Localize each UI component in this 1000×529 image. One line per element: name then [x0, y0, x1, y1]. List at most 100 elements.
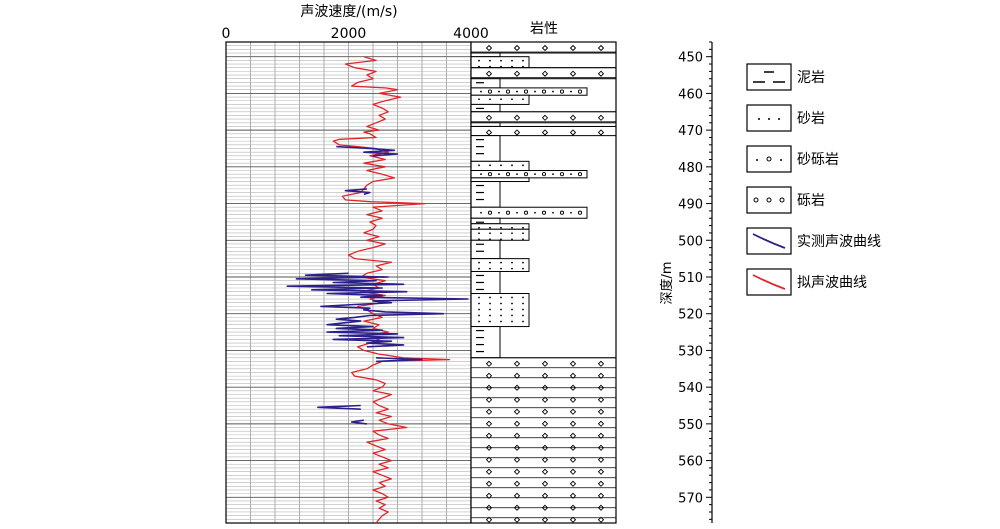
sandstone-dot	[489, 261, 491, 264]
gravel-mark	[485, 396, 493, 403]
pebble-mark	[559, 89, 565, 94]
lithology-block	[470, 122, 501, 127]
gravel-mark	[569, 384, 577, 391]
gravel-mark	[569, 129, 577, 136]
gravel-mark	[513, 432, 521, 439]
lithology-block	[470, 326, 501, 359]
lithology-block	[470, 270, 501, 295]
gravel-mark	[513, 516, 521, 523]
gravel-mark	[513, 480, 521, 487]
lithology-block	[470, 56, 530, 69]
lithology-interval-mudstone	[470, 217, 501, 225]
lithology-interval-conglomerate	[470, 41, 617, 54]
pebble-mark	[523, 172, 529, 177]
gravel-mark	[541, 492, 549, 499]
gravel-mark	[597, 396, 605, 403]
gravel-mark	[766, 197, 772, 203]
gravel-mark	[597, 420, 605, 427]
legend-item-sandstone: 砂岩	[746, 104, 825, 132]
gravel-mark	[569, 420, 577, 427]
gravel-mark	[541, 480, 549, 487]
gravel-mark	[569, 456, 577, 463]
sand-dot	[480, 90, 482, 93]
sandstone-dot	[522, 308, 524, 311]
gravel-mark	[513, 420, 521, 427]
pebble-mark	[577, 89, 583, 94]
pebble-mark	[505, 89, 511, 94]
gravel-mark	[597, 444, 605, 451]
velocity-tick-label: 2000	[331, 26, 367, 42]
gravel-mark	[513, 492, 521, 499]
lithology-block	[470, 78, 501, 89]
gravel-mark	[779, 197, 785, 203]
sandstone-dot	[500, 232, 502, 235]
sandstone-dot	[489, 226, 491, 229]
sandstone-dot	[511, 308, 513, 311]
sandstone-dot	[489, 98, 491, 101]
legend-swatch	[746, 145, 792, 173]
gravel-mark	[569, 408, 577, 415]
pebble-mark	[487, 172, 493, 177]
sandstone-dot	[511, 232, 513, 235]
sand-dot	[534, 173, 536, 176]
legend-item-mudstone: 泥岩	[746, 63, 825, 91]
pebble-mark	[577, 210, 583, 215]
depth-tick-label: 490	[678, 198, 703, 213]
sandstone-dot	[500, 59, 502, 62]
gravel-mark	[485, 70, 493, 77]
gravel-mark	[485, 516, 493, 523]
measured-curve-sample	[752, 233, 786, 249]
sandstone-dot	[489, 296, 491, 299]
sandstone-dot	[522, 164, 524, 167]
sandstone-dot	[489, 320, 491, 323]
lithology-interval-mudstone	[470, 135, 501, 162]
sandstone-dot	[778, 118, 780, 120]
lithology-block	[470, 239, 501, 260]
gravel-mark	[569, 114, 577, 121]
gravel-mark	[485, 129, 493, 136]
pebble-mark	[487, 89, 493, 94]
gravel-mark	[513, 129, 521, 136]
gravel-mark	[513, 408, 521, 415]
sandstone-dot	[489, 314, 491, 317]
sandstone-dot	[500, 98, 502, 101]
pebble-mark	[541, 210, 547, 215]
depth-tick-label: 550	[678, 418, 703, 433]
sandstone-dot	[478, 164, 480, 167]
pebble-mark	[523, 89, 529, 94]
gravel-mark	[569, 504, 577, 511]
sandstone-dot	[511, 65, 513, 68]
sand-dot	[516, 90, 518, 93]
velocity-curves	[286, 56, 469, 524]
gravel-mark	[569, 444, 577, 451]
sandstone-dot	[478, 226, 480, 229]
lithology-interval-sandstone	[470, 223, 530, 230]
pebble-mark	[559, 210, 565, 215]
gravel-mark	[597, 70, 605, 77]
depth-tick-label: 480	[678, 161, 703, 176]
gravel-mark	[541, 114, 549, 121]
gravel-mark	[513, 384, 521, 391]
sand-dot	[756, 159, 758, 161]
sandstone-dot	[758, 118, 760, 120]
legend-label: 砂砾岩	[797, 152, 839, 168]
gravel-mark	[541, 372, 549, 379]
sandstone-dot	[478, 308, 480, 311]
lithology-interval-sandstone	[470, 160, 530, 172]
gravel-mark	[569, 396, 577, 403]
gravel-mark	[569, 360, 577, 367]
gravel-mark	[513, 468, 521, 475]
sandstone-dot	[500, 164, 502, 167]
sandstone-dot	[489, 267, 491, 270]
sandstone-dot	[522, 267, 524, 270]
sandstone-dot	[500, 296, 502, 299]
gravel-mark	[569, 432, 577, 439]
gravel-mark	[753, 197, 759, 203]
pebble-mark	[766, 156, 772, 162]
sandstone-dot	[478, 59, 480, 62]
sand-dot	[516, 211, 518, 214]
gravel-mark	[541, 129, 549, 136]
sandstone-dot	[511, 226, 513, 229]
